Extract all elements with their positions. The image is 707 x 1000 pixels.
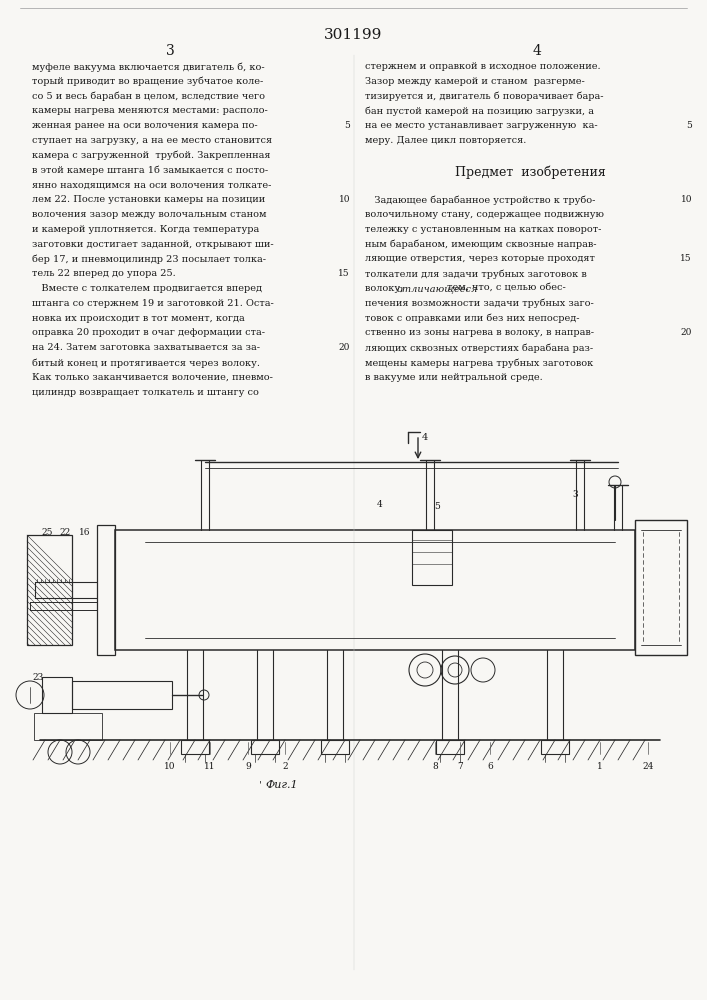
Text: Зазор между камерой и станом  разгерме-: Зазор между камерой и станом разгерме- [365,77,585,86]
Text: женная ранее на оси волочения камера по-: женная ранее на оси волочения камера по- [32,121,257,130]
Text: 25: 25 [41,528,53,537]
Text: Задающее барабанное устройство к трубо-: Задающее барабанное устройство к трубо- [365,195,595,205]
Text: камеры нагрева меняются местами: располо-: камеры нагрева меняются местами: располо… [32,106,268,115]
Text: 8: 8 [432,762,438,771]
Text: новка их происходит в тот момент, когда: новка их происходит в тот момент, когда [32,314,245,323]
Text: бан пустой камерой на позицию загрузки, а: бан пустой камерой на позицию загрузки, … [365,106,594,116]
Text: 11: 11 [204,762,216,771]
Text: 10: 10 [164,762,176,771]
Text: Вместе с толкателем продвигается вперед: Вместе с толкателем продвигается вперед [32,284,262,293]
Text: 4: 4 [532,44,542,58]
Text: ляющие отверстия, через которые проходят: ляющие отверстия, через которые проходят [365,254,595,263]
Text: 20: 20 [681,328,692,337]
Text: волочильному стану, содержащее подвижную: волочильному стану, содержащее подвижную [365,210,604,219]
Text: 3: 3 [572,490,578,499]
Bar [251,740,279,754]
Text: 24: 24 [643,762,654,771]
Text: и камерой уплотняется. Когда температура: и камерой уплотняется. Когда температура [32,225,259,234]
Bar [541,740,569,754]
Text: Как только заканчивается волочение, пневмо-: Как только заканчивается волочение, пнев… [32,373,273,382]
Text: 23: 23 [33,673,44,682]
Text: ственно из зоны нагрева в волоку, в направ-: ственно из зоны нагрева в волоку, в напр… [365,328,594,337]
Text: волочения зазор между волочальным станом: волочения зазор между волочальным станом [32,210,267,219]
Bar [72,681,172,709]
Text: ступает на загрузку, а на ее место становится: ступает на загрузку, а на ее место стано… [32,136,272,145]
Bar [181,740,209,754]
Bar [115,530,635,650]
Bar [412,530,452,585]
Bar [97,525,115,655]
Text: 7: 7 [457,762,463,771]
Text: ным барабаном, имеющим сквозные направ-: ным барабаном, имеющим сквозные направ- [365,240,597,249]
Text: печения возможности задачи трубных заго-: печения возможности задачи трубных заго- [365,299,594,308]
Text: тележку с установленным на катках поворот-: тележку с установленным на катках поворо… [365,225,602,234]
Text: муфеле вакуума включается двигатель б, ко-: муфеле вакуума включается двигатель б, к… [32,62,264,72]
Text: 15: 15 [339,269,350,278]
Text: на ее место устанавливает загруженную  ка-: на ее место устанавливает загруженную ка… [365,121,597,130]
Text: 1: 1 [597,762,603,771]
Text: тем, что, с целью обес-: тем, что, с целью обес- [444,284,566,293]
Bar [34,713,102,740]
Text: тель 22 вперед до упора 25.: тель 22 вперед до упора 25. [32,269,176,278]
Text: 2: 2 [282,762,288,771]
Text: на 24. Затем заготовка захватывается за за-: на 24. Затем заготовка захватывается за … [32,343,260,352]
Text: в вакууме или нейтральной среде.: в вакууме или нейтральной среде. [365,373,543,382]
Text: со 5 и весь барабан в целом, вследствие чего: со 5 и весь барабан в целом, вследствие … [32,92,265,101]
Text: 9: 9 [245,762,251,771]
Text: бер 17, и пневмоцилиндр 23 посылает толка-: бер 17, и пневмоцилиндр 23 посылает толк… [32,254,266,264]
Text: 16: 16 [79,528,90,537]
Text: толкатели для задачи трубных заготовок в: толкатели для задачи трубных заготовок в [365,269,587,279]
Text: цилиндр возвращает толкатель и штангу со: цилиндр возвращает толкатель и штангу со [32,388,259,397]
Bar [436,740,464,754]
Text: камера с загруженной  трубой. Закрепленная: камера с загруженной трубой. Закрепленна… [32,151,271,160]
Text: 5: 5 [686,121,692,130]
Text: лем 22. После установки камеры на позиции: лем 22. После установки камеры на позици… [32,195,265,204]
Text: ляющих сквозных отверстиях барабана раз-: ляющих сквозных отверстиях барабана раз- [365,343,593,353]
Text: 5: 5 [344,121,350,130]
Text: 4: 4 [422,433,428,442]
Text: ': ' [259,780,262,789]
Text: 5: 5 [434,502,440,511]
Text: мещены камеры нагрева трубных заготовок: мещены камеры нагрева трубных заготовок [365,358,593,367]
Text: в этой камере штанга 1б замыкается с посто-: в этой камере штанга 1б замыкается с пос… [32,166,268,175]
Bar [42,677,72,713]
Text: битый конец и протягивается через волоку.: битый конец и протягивается через волоку… [32,358,260,367]
Bar [27,535,72,645]
Text: оправка 20 проходит в очаг деформации ста-: оправка 20 проходит в очаг деформации ст… [32,328,265,337]
Text: 20: 20 [339,343,350,352]
Text: волоку,: волоку, [365,284,407,293]
Text: 10: 10 [681,195,692,204]
Text: 10: 10 [339,195,350,204]
Text: 3: 3 [165,44,175,58]
Text: янно находящимся на оси волочения толкате-: янно находящимся на оси волочения толкат… [32,180,271,189]
Text: 301199: 301199 [325,28,382,42]
Text: тизируется и, двигатель б поворачивает бара-: тизируется и, двигатель б поворачивает б… [365,92,604,101]
Text: 15: 15 [680,254,692,263]
Text: 6: 6 [487,762,493,771]
Text: 4: 4 [377,500,383,509]
Bar [635,520,687,655]
Text: меру. Далее цикл повторяется.: меру. Далее цикл повторяется. [365,136,527,145]
Text: Фиг.1: Фиг.1 [265,780,298,790]
Text: заготовки достигает заданной, открывают ши-: заготовки достигает заданной, открывают … [32,240,274,249]
Text: стержнем и оправкой в исходное положение.: стержнем и оправкой в исходное положение… [365,62,601,71]
Text: 22: 22 [59,528,71,537]
Text: Предмет  изобретения: Предмет изобретения [455,166,605,179]
Text: товок с оправками или без них непосред-: товок с оправками или без них непосред- [365,314,580,323]
Bar [321,740,349,754]
Text: торый приводит во вращение зубчатое коле-: торый приводит во вращение зубчатое коле… [32,77,263,86]
Text: штанга со стержнем 19 и заготовкой 21. Оста-: штанга со стержнем 19 и заготовкой 21. О… [32,299,274,308]
Text: отличающееся: отличающееся [397,284,478,293]
